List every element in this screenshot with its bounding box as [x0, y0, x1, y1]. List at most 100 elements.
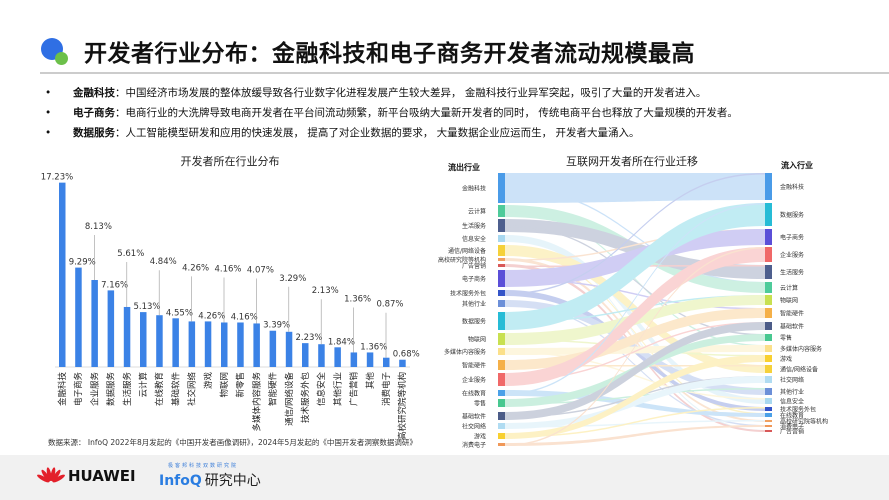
target-node-label: 物联网	[780, 297, 798, 305]
bar	[204, 321, 212, 367]
data-label: 4.16%	[231, 312, 258, 322]
bar	[221, 322, 228, 367]
x-tick-label: 消费电子	[381, 372, 392, 407]
right-title: 流入行业	[781, 160, 813, 170]
sep: ：	[115, 87, 126, 99]
bullet-term: 数据服务	[73, 127, 115, 139]
bar	[302, 343, 309, 367]
bullet-text: 人工智能模型研发和应用的快速发展， 提高了对企业数据的要求， 大量数据企业应运而…	[125, 127, 640, 139]
target-node-label: 通信/网络设备	[780, 366, 818, 374]
sankey-link	[505, 203, 765, 330]
data-label: 4.16%	[214, 264, 241, 274]
sankey-source-node	[498, 258, 505, 261]
bar	[140, 312, 147, 367]
target-node-label: 企业服务	[780, 251, 804, 259]
sankey-source-node	[498, 443, 505, 446]
data-label: 1.36%	[360, 342, 387, 352]
logo-dot-green	[55, 52, 68, 65]
data-label: 8.13%	[85, 222, 112, 232]
data-label: 1.36%	[344, 294, 371, 304]
sankey-target-node	[765, 398, 772, 404]
sankey-link	[505, 229, 765, 261]
source-node-label: 生活服务	[462, 222, 486, 230]
chart-title: 开发者所在行业分布	[181, 154, 280, 168]
source-node-label: 多媒体内容服务	[444, 348, 486, 356]
sankey-source-node	[498, 235, 505, 242]
target-node-label: 数据服务	[780, 211, 804, 219]
sankey-target-node	[765, 345, 772, 352]
source-node-label: 通信/网络设备	[448, 247, 486, 255]
data-label: 9.29%	[69, 258, 96, 268]
x-tick-label: 企业服务	[89, 372, 100, 407]
source-node-label: 消费电子	[462, 441, 486, 449]
sankey-link	[505, 351, 765, 400]
bar	[350, 352, 358, 367]
sankey-source-node	[498, 333, 505, 345]
target-node-label: 多媒体内容服务	[780, 345, 822, 353]
sankey-target-node	[765, 282, 772, 293]
sankey-source-node	[498, 360, 505, 370]
sankey-link	[505, 303, 765, 427]
x-tick-label: 其他	[365, 372, 376, 390]
sankey-target-node	[765, 430, 772, 432]
data-source: 数据来源： InfoQ 2022年8月发起的《中国开发者画像调研》，2024年5…	[48, 438, 417, 447]
bar	[269, 330, 277, 367]
data-label: 4.84%	[150, 257, 177, 267]
sankey-links	[505, 173, 765, 446]
bullet-item: • 金融科技：中国经济市场发展的整体放缓导致各行业数字化进程发展产生较大差异， 金…	[45, 83, 738, 103]
target-node-label: 消费电子	[780, 423, 804, 431]
sankey-target-node	[765, 334, 772, 341]
bar	[399, 359, 406, 367]
sankey-source-node	[498, 423, 505, 429]
sankey-source-node	[498, 219, 505, 232]
x-tick-label: 新零售	[235, 372, 246, 398]
source-node-label: 数据服务	[462, 318, 486, 326]
data-label: 0.68%	[393, 350, 420, 360]
data-label: 5.13%	[133, 302, 160, 312]
sankey-link	[505, 258, 765, 422]
bullet-text: 电商行业的大洗牌导致电商开发者在平台间流动频繁，新平台吸纳大量新开发者的同时， …	[125, 107, 738, 119]
sankey-link	[505, 339, 765, 357]
sankey-link	[505, 265, 765, 267]
sankey-target-node	[765, 173, 772, 200]
sankey-source-node	[498, 173, 505, 203]
sankey-link	[505, 278, 765, 310]
sankey-source-node	[498, 290, 505, 296]
target-node-label: 金融科技	[780, 183, 804, 191]
sankey-target-node	[765, 322, 772, 330]
sankey-link	[505, 376, 765, 429]
data-label: 2.13%	[312, 286, 339, 296]
x-tick-label: 社交网络	[187, 372, 198, 407]
sankey-target-node	[765, 295, 772, 305]
sankey-link	[505, 334, 765, 407]
x-tick-label: 物联网	[219, 372, 230, 398]
huawei-logo: HUAWEI	[36, 466, 136, 485]
sankey-link	[505, 247, 765, 446]
source-node-label: 云计算	[468, 208, 486, 216]
sankey-target-node	[765, 355, 772, 362]
x-tick-label: 其他行业	[332, 372, 343, 406]
source-node-label: 电子商务	[462, 275, 486, 283]
footer	[0, 455, 889, 500]
sankey-link	[505, 238, 765, 432]
sankey-link	[505, 173, 765, 295]
sankey-link	[505, 245, 765, 373]
source-node-label: 广告营销	[462, 262, 486, 270]
sankey-link	[505, 308, 765, 370]
source-node-label: 社交网络	[462, 423, 486, 431]
sankey-link	[505, 345, 765, 355]
sankey-target-node	[765, 365, 772, 373]
sankey-target-node	[765, 308, 772, 318]
sankey-link	[505, 295, 765, 323]
divider	[40, 72, 889, 74]
bar	[253, 323, 260, 367]
sankey-link	[505, 388, 765, 405]
source-node-label: 企业服务	[462, 376, 486, 384]
source-node-label: 高校研究院等机构	[438, 256, 486, 264]
data-label: 1.84%	[328, 337, 355, 347]
source-node-label: 基础软件	[462, 413, 486, 421]
sankey-source-node	[498, 264, 505, 267]
sankey-source-node	[498, 412, 505, 420]
source-node-label: 游戏	[474, 433, 486, 441]
